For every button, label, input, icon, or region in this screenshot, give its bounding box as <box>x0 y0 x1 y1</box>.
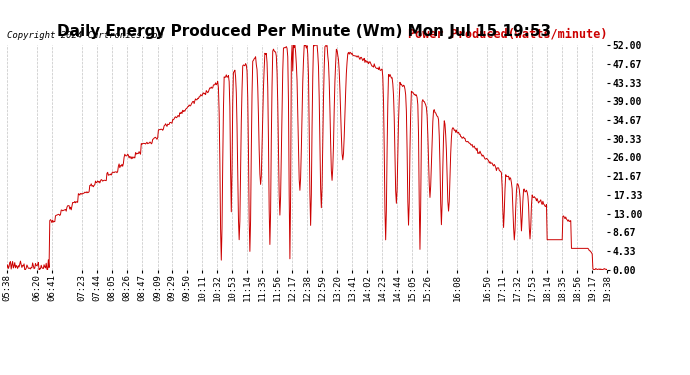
Text: Power Produced(watts/minute): Power Produced(watts/minute) <box>408 27 607 40</box>
Text: Daily Energy Produced Per Minute (Wm) Mon Jul 15 19:53: Daily Energy Produced Per Minute (Wm) Mo… <box>57 24 551 39</box>
Text: Copyright 2024 Curtronics.com: Copyright 2024 Curtronics.com <box>7 32 163 40</box>
